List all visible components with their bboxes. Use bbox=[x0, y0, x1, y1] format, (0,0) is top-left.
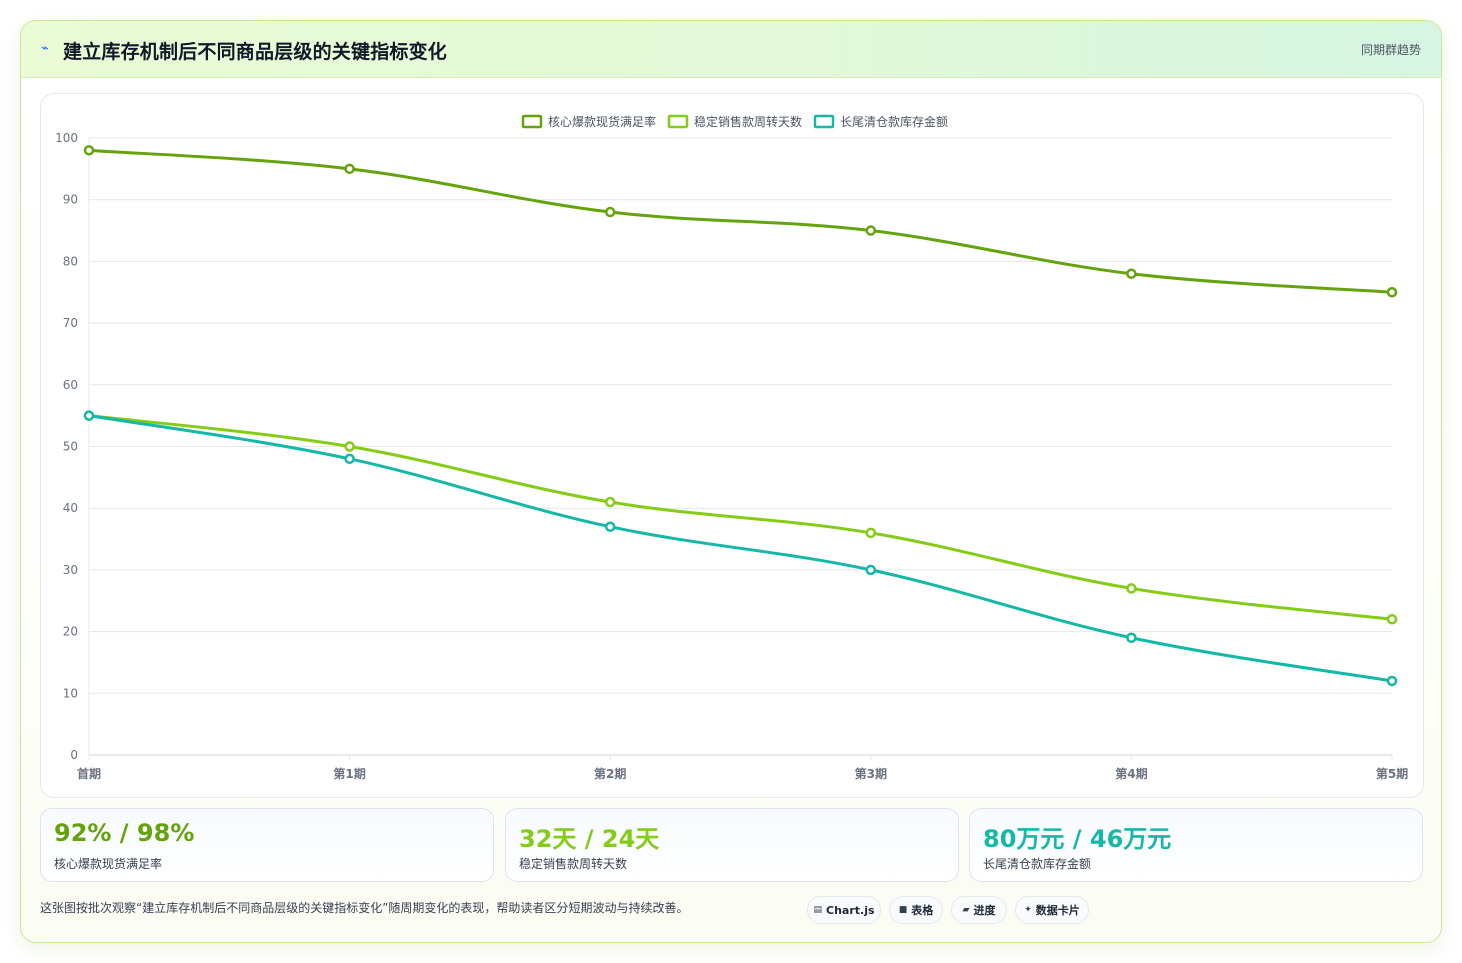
legend-label-1: 稳定销售款周转天数 bbox=[694, 114, 802, 129]
legend-swatch-2 bbox=[813, 114, 835, 129]
data-point-0 bbox=[1126, 268, 1137, 279]
y-tick-label: 70 bbox=[63, 316, 78, 330]
chip-progress[interactable]: ▰ 进度 bbox=[951, 896, 1007, 924]
chip-chartjs[interactable]: ▤ Chart.js bbox=[807, 896, 881, 924]
data-point-2 bbox=[604, 521, 616, 532]
legend-label-2: 长尾清仓款库存金额 bbox=[840, 114, 948, 129]
data-point-0 bbox=[865, 225, 877, 236]
data-point-2 bbox=[865, 564, 877, 576]
y-tick-label: 80 bbox=[63, 254, 78, 268]
legend-swatch-1 bbox=[667, 114, 689, 129]
stat-value: 32天 / 24天 bbox=[519, 825, 660, 853]
data-point-0 bbox=[1386, 287, 1398, 298]
data-point-2 bbox=[83, 410, 95, 421]
cohort-badge: 同期群趋势 bbox=[1360, 43, 1421, 57]
data-point-2 bbox=[1126, 632, 1137, 644]
data-point-0 bbox=[604, 206, 616, 218]
series-line-1 bbox=[87, 414, 1394, 621]
data-point-1 bbox=[1126, 583, 1137, 594]
x-tick-label: 第3期 bbox=[855, 766, 887, 781]
chip-label: 进度 bbox=[973, 904, 996, 917]
line-chart-icon: ⌁ bbox=[41, 41, 49, 56]
chip-data-card[interactable]: ✦ 数据卡片 bbox=[1015, 896, 1089, 924]
stat-card-stable: 32天 / 24天 稳定销售款周转天数 bbox=[505, 808, 959, 882]
stat-card-longtail: 80万元 / 46万元 长尾清仓款库存金额 bbox=[969, 808, 1423, 882]
stat-value: 92% / 98% bbox=[54, 819, 195, 847]
y-tick-label: 100 bbox=[55, 131, 78, 145]
chart-footnote: 这张图按批次观察“建立库存机制后不同商品层级的关键指标变化”随周期变化的表现，帮… bbox=[40, 901, 689, 915]
data-point-0 bbox=[344, 163, 355, 175]
stat-label: 核心爆款现货满足率 bbox=[54, 857, 163, 871]
data-point-0 bbox=[83, 145, 95, 156]
card-header: ⌁ 建立库存机制后不同商品层级的关键指标变化 同期群趋势 bbox=[21, 21, 1441, 78]
chart-icon: ▤ bbox=[813, 905, 822, 915]
table-icon: ■ bbox=[898, 905, 908, 915]
data-point-2 bbox=[1386, 675, 1398, 687]
chip-label: 数据卡片 bbox=[1035, 904, 1080, 917]
x-tick-label: 第2期 bbox=[594, 766, 626, 781]
stat-label: 长尾清仓款库存金额 bbox=[983, 857, 1092, 871]
data-point-1 bbox=[865, 527, 877, 539]
series-line-0 bbox=[87, 148, 1394, 294]
chip-label: 表格 bbox=[911, 904, 934, 917]
data-point-2 bbox=[344, 453, 355, 465]
chip-table[interactable]: ■ 表格 bbox=[889, 896, 943, 924]
stat-card-core: 92% / 98% 核心爆款现货满足率 bbox=[40, 808, 494, 882]
progress-icon: ▰ bbox=[962, 905, 970, 915]
data-point-1 bbox=[1386, 614, 1398, 625]
chart-panel: 0 10 20 30 40 50 60 70 80 90 100 首期 第1期 第2期 第3期 第4期 第5期 核… bbox=[40, 93, 1424, 798]
y-tick-label: 0 bbox=[70, 748, 78, 762]
y-tick-label: 10 bbox=[63, 686, 78, 700]
chip-label: Chart.js bbox=[826, 903, 875, 917]
x-tick-label: 第5期 bbox=[1376, 766, 1408, 781]
stat-label: 稳定销售款周转天数 bbox=[519, 857, 628, 871]
chart-title: 建立库存机制后不同商品层级的关键指标变化 bbox=[63, 41, 448, 63]
stat-value: 80万元 / 46万元 bbox=[983, 825, 1172, 853]
legend-swatch-0 bbox=[521, 114, 543, 129]
series-line-2 bbox=[87, 414, 1394, 683]
y-tick-label: 30 bbox=[63, 563, 78, 577]
y-tick-label: 40 bbox=[63, 501, 78, 515]
x-tick-label: 第1期 bbox=[333, 766, 365, 781]
legend-label-0: 核心爆款现货满足率 bbox=[548, 114, 656, 129]
chart-card: ⌁ 建立库存机制后不同商品层级的关键指标变化 同期群趋势 0 10 20 30 40 50… bbox=[20, 20, 1442, 943]
x-tick-label: 第4期 bbox=[1115, 766, 1147, 781]
y-tick-label: 60 bbox=[63, 378, 78, 392]
line-chart: 0 10 20 30 40 50 60 70 80 90 100 首期 第1期 第2期 第3期 第4期 第5期 核… bbox=[55, 114, 1408, 781]
sparkle-icon: ✦ bbox=[1024, 905, 1032, 915]
data-point-1 bbox=[604, 496, 616, 508]
x-tick-label: 首期 bbox=[77, 766, 101, 781]
y-tick-label: 50 bbox=[63, 440, 78, 454]
y-tick-label: 90 bbox=[63, 193, 78, 207]
data-point-1 bbox=[344, 441, 355, 452]
y-tick-label: 20 bbox=[63, 625, 78, 639]
